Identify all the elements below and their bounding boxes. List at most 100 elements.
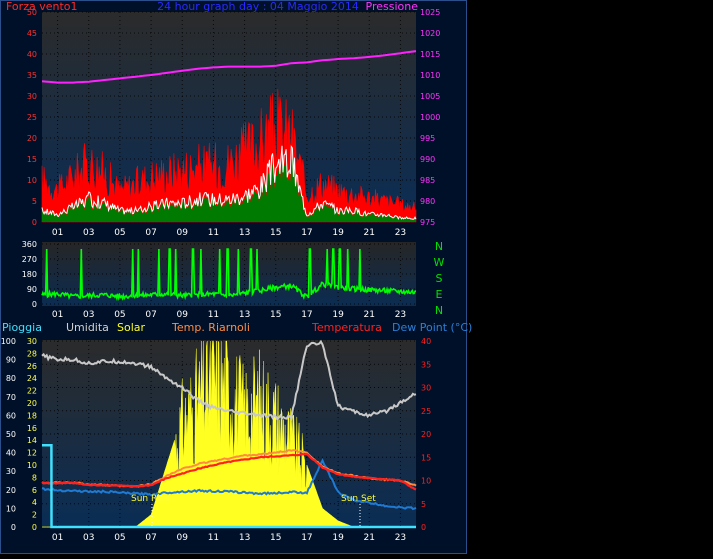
- temperature-label: Temperatura: [311, 321, 382, 334]
- direction-x-tick: 13: [239, 310, 250, 320]
- temp-x-tick: 21: [364, 533, 375, 543]
- avg-wind-series: [41, 145, 417, 220]
- direction-y-y-tick: 0: [32, 300, 37, 309]
- temp-x-tick: 01: [52, 533, 63, 543]
- solar-y-y-tick: 30: [27, 337, 37, 346]
- direction-x-tick: 15: [270, 310, 281, 320]
- solar-y-y-tick: 8: [32, 473, 37, 482]
- direction-y-y-tick: 180: [22, 270, 37, 279]
- pressure-right-y-tick: 1020: [420, 29, 440, 38]
- temp-x-tick: 17: [301, 533, 312, 543]
- solar-y-y-tick: 2: [32, 511, 37, 520]
- temp-riarnoli-label: Temp. Riarnoli: [171, 321, 250, 334]
- pressure-right-y-tick: 995: [420, 134, 435, 143]
- wind-left-y-tick: 40: [27, 50, 37, 59]
- wind-left-y-tick: 50: [27, 8, 37, 17]
- temp-y-y-tick: 20: [421, 430, 431, 439]
- direction-x-tick: 21: [364, 310, 375, 320]
- wind-left-y-tick: 30: [27, 92, 37, 101]
- dew-point-series: [41, 458, 417, 511]
- temp-y-y-tick: 30: [421, 384, 431, 393]
- wind-x-tick: 05: [114, 228, 125, 238]
- wind-left-y-tick: 10: [27, 176, 37, 185]
- pressure-right-y-tick: 990: [420, 155, 435, 164]
- wind-x-tick: 01: [52, 228, 63, 238]
- solar-y-y-tick: 24: [27, 374, 37, 383]
- solar-y-y-tick: 20: [27, 399, 37, 408]
- temp-y-y-tick: 35: [421, 360, 431, 369]
- direction-x-tick: 09: [177, 310, 189, 320]
- pressure-right-y-tick: 1010: [420, 71, 440, 80]
- humidity-y-y-tick: 80: [6, 374, 16, 383]
- humidity-y-y-tick: 40: [6, 449, 16, 458]
- temp-x-tick: 15: [270, 533, 281, 543]
- pressure-right-y-tick: 1015: [420, 50, 440, 59]
- pressure-series: [41, 50, 417, 84]
- pressure-label: Pressione: [366, 0, 419, 13]
- direction-x-tick: 07: [145, 310, 156, 320]
- humidity-y-y-tick: 10: [6, 504, 16, 513]
- temp-y-y-tick: 5: [421, 500, 426, 509]
- temp-y-y-tick: 40: [421, 337, 431, 346]
- wind-left-y-tick: 45: [27, 29, 37, 38]
- sun-set-label: Sun Set: [341, 494, 376, 504]
- solar-y-y-tick: 28: [27, 349, 37, 358]
- pressure-right-y-tick: 1000: [420, 113, 440, 122]
- compass-s: S: [436, 272, 443, 285]
- solar-y-y-tick: 4: [32, 498, 37, 507]
- humidity-y-y-tick: 20: [6, 486, 16, 495]
- temp-x-tick: 05: [114, 533, 125, 543]
- compass-e: E: [436, 288, 443, 301]
- wind-x-tick: 15: [270, 228, 281, 238]
- direction-y-y-tick: 360: [22, 240, 37, 249]
- solar-y-y-tick: 6: [32, 486, 37, 495]
- humidity-label: Umidita: [66, 321, 109, 334]
- grid-lines: [42, 11, 416, 528]
- temperature-series: [41, 452, 417, 491]
- temp-x-tick: 03: [83, 533, 94, 543]
- wind-fill-series: [42, 157, 416, 222]
- humidity-y-y-tick: 100: [1, 337, 16, 346]
- humidity-y-y-tick: 30: [6, 467, 16, 476]
- pressure-right-y-tick: 1025: [420, 8, 440, 17]
- wind-x-tick: 17: [301, 228, 312, 238]
- pressure-right-y-tick: 980: [420, 197, 435, 206]
- direction-y-y-tick: 90: [27, 285, 37, 294]
- solar-y-y-tick: 14: [27, 436, 37, 445]
- direction-x-tick: 01: [52, 310, 63, 320]
- temp-y-y-tick: 0: [421, 523, 426, 532]
- wind-left-y-tick: 20: [27, 134, 37, 143]
- wind-x-tick: 21: [364, 228, 375, 238]
- wind-left-y-tick: 25: [27, 113, 37, 122]
- direction-x-tick: 23: [395, 310, 406, 320]
- wind-x-tick: 23: [395, 228, 406, 238]
- humidity-y-y-tick: 50: [6, 430, 16, 439]
- wind-left-y-tick: 15: [27, 155, 37, 164]
- temp-x-tick: 13: [239, 533, 250, 543]
- temp-x-tick: 11: [208, 533, 219, 543]
- tick-labels: 01 03 05 07 09 11 13 15 17 19 21 230510152025303540…: [1, 8, 441, 543]
- temp-y-y-tick: 15: [421, 453, 431, 462]
- rain-label: Pioggia: [2, 321, 42, 334]
- sun-rise-label: Sun Rise: [131, 494, 170, 504]
- compass-w: W: [434, 256, 445, 269]
- wind-strength-label: Forza vento1: [6, 0, 78, 13]
- graph-title: 24 hour graph day : 04 Maggio 2014: [157, 0, 359, 13]
- wind-x-tick: 07: [145, 228, 156, 238]
- solar-y-y-tick: 26: [27, 362, 37, 371]
- rain-series: [42, 443, 416, 529]
- humidity-y-y-tick: 90: [6, 356, 16, 365]
- temp-x-tick: 07: [145, 533, 156, 543]
- solar-y-y-tick: 10: [27, 461, 37, 470]
- solar-y-y-tick: 16: [27, 424, 37, 433]
- direction-x-tick: 11: [208, 310, 219, 320]
- humidity-series: [41, 339, 417, 421]
- dew-point-label: Dew Point (°C): [392, 321, 472, 334]
- wind-x-tick: 09: [177, 228, 189, 238]
- wind-left-y-tick: 35: [27, 71, 37, 80]
- temp-y-y-tick: 25: [421, 407, 431, 416]
- wind-x-tick: 13: [239, 228, 250, 238]
- solar-y-y-tick: 22: [27, 387, 37, 396]
- temp-x-tick: 19: [332, 533, 344, 543]
